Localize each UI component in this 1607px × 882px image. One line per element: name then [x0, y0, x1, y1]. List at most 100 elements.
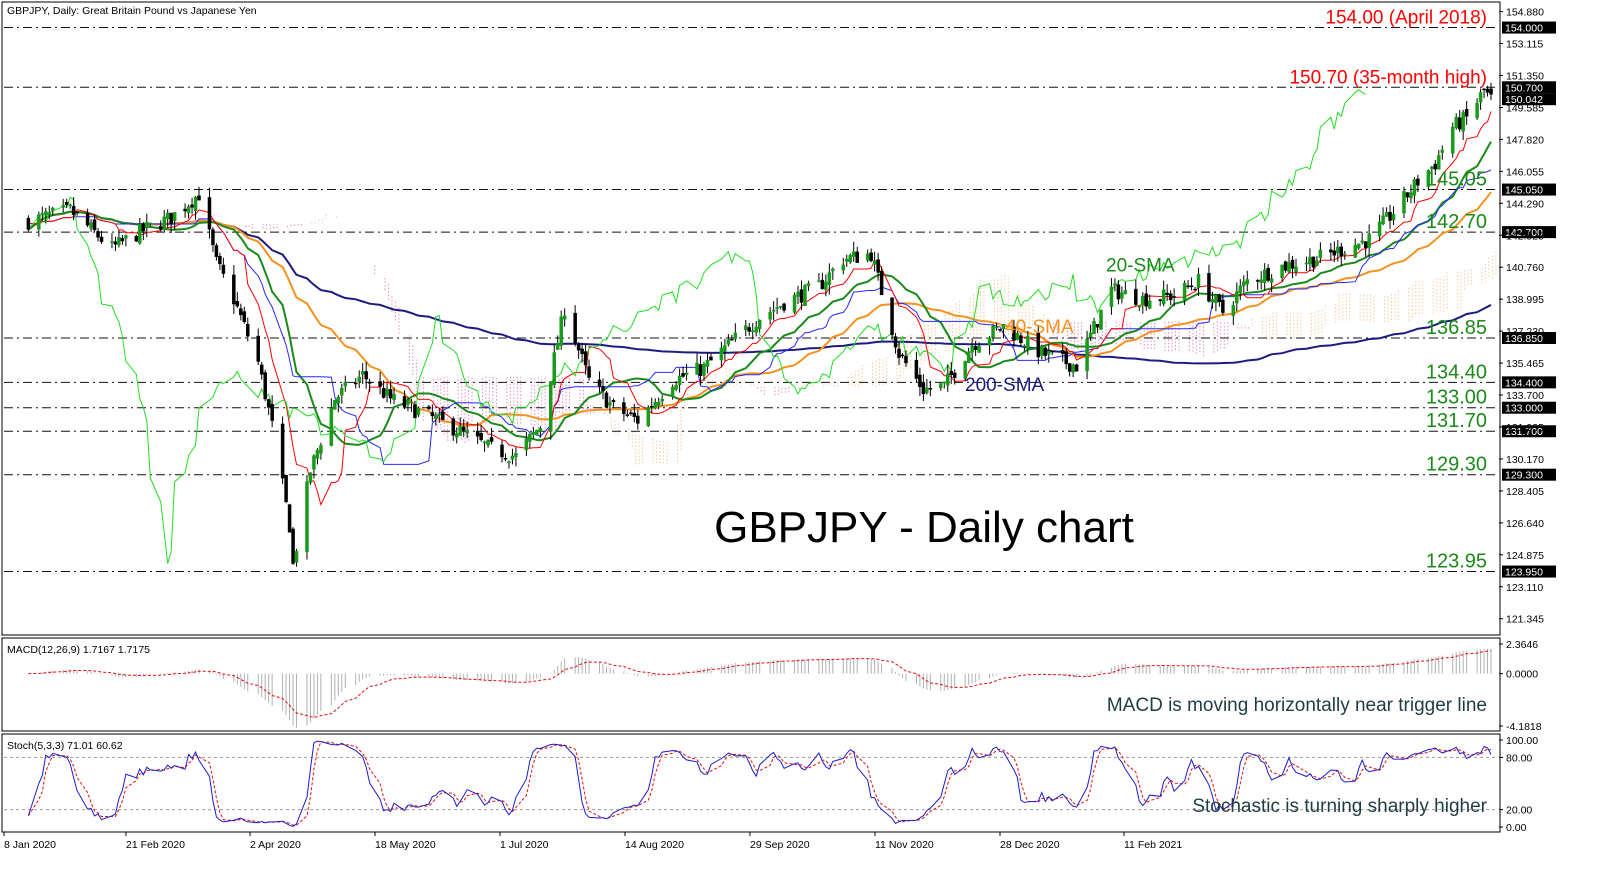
candle-body	[413, 404, 417, 419]
candle-body	[1040, 346, 1044, 356]
candle-body	[360, 371, 365, 375]
candle-body	[855, 251, 859, 263]
candle-body	[744, 325, 748, 331]
candle-body	[85, 212, 90, 226]
candle-body	[1280, 264, 1284, 278]
candle-body	[865, 253, 870, 261]
candle-body	[406, 399, 410, 405]
current-price-tag	[1502, 93, 1556, 106]
candle-body	[183, 208, 187, 212]
candle-body	[1022, 345, 1027, 348]
candle-body	[604, 392, 609, 408]
candle-body	[1071, 364, 1075, 373]
candle-body	[138, 223, 142, 244]
price-tick-label: 142.525	[1506, 230, 1544, 242]
candle-body	[1262, 269, 1267, 283]
candle-body	[1186, 285, 1190, 288]
candle-body	[946, 373, 950, 386]
ma-labels: 20-SMA 40-SMA 200-SMA	[965, 256, 1175, 396]
candle-body	[528, 433, 532, 442]
candle-body	[1193, 288, 1197, 291]
candle-body	[684, 372, 689, 375]
candle-body	[1231, 305, 1236, 316]
candle-body	[1336, 246, 1340, 254]
candle-body	[1074, 364, 1079, 372]
candle-body	[771, 309, 776, 312]
candle-body	[1381, 215, 1385, 225]
candle-body	[207, 197, 212, 230]
candle-body	[1161, 289, 1166, 305]
candle-body	[1287, 262, 1291, 273]
level-price-tag-text: 123.950	[1505, 567, 1543, 579]
candle-body	[681, 373, 685, 377]
candle-body	[1433, 163, 1438, 170]
candle-body	[970, 345, 974, 353]
tenkan-line	[28, 111, 1492, 507]
candle-body	[416, 407, 421, 416]
candle-body	[44, 211, 48, 216]
candle-body	[162, 216, 166, 230]
level-price-tag-text: 154.000	[1505, 23, 1543, 35]
candle-body	[973, 346, 978, 350]
price-tick-label: 128.405	[1506, 486, 1544, 498]
candle-body	[845, 258, 849, 262]
candle-body	[120, 238, 125, 242]
candle-body	[266, 399, 271, 408]
candle-body	[294, 550, 299, 563]
candle-body	[165, 212, 170, 220]
candle-body	[1245, 279, 1250, 285]
candle-body	[287, 504, 292, 533]
candle-body	[1450, 126, 1455, 154]
candle-body	[1356, 243, 1361, 249]
candle-body	[587, 366, 591, 378]
candle-body	[914, 359, 919, 379]
candle-body	[1377, 221, 1382, 237]
chart-watermark: GBPJPY - Daily chart	[714, 503, 1134, 552]
level-label: 136.85	[1426, 317, 1487, 339]
candle-body	[312, 455, 316, 470]
candle-body	[158, 226, 163, 230]
candle-body	[1242, 281, 1246, 287]
candle-body	[507, 461, 511, 463]
level-price-tag-text: 133.000	[1505, 403, 1543, 415]
candle-body	[709, 356, 713, 361]
candle-body	[1461, 112, 1465, 132]
candle-body	[649, 406, 654, 408]
candle-body	[733, 332, 738, 340]
candle-body	[939, 383, 943, 389]
candle-body	[653, 402, 657, 409]
time-tick-label: 1 Jul 2020	[500, 839, 549, 851]
candle-body	[489, 437, 494, 442]
level-label: 142.70	[1426, 211, 1487, 233]
candle-body	[232, 274, 236, 305]
candle-body	[1113, 283, 1117, 286]
candle-body	[263, 372, 267, 400]
candle-body	[47, 212, 52, 216]
candle-body	[441, 411, 445, 420]
candle-body	[601, 386, 605, 392]
candle-body	[1384, 211, 1389, 217]
candle-body	[1454, 116, 1458, 128]
time-tick-label: 2 Apr 2020	[250, 839, 301, 851]
macd-header: MACD(12,26,9) 1.7167 1.7175	[7, 644, 150, 656]
candle-body	[1388, 211, 1392, 221]
candle-body	[1235, 291, 1239, 304]
candle-body	[434, 415, 438, 419]
level-price-tag-text: 134.400	[1505, 377, 1543, 389]
level-price-tag	[1502, 226, 1556, 239]
candle-body	[1318, 249, 1323, 258]
candle-body	[315, 449, 320, 459]
level-labels: 154.00 (April 2018) 150.70 (35-month high…	[1289, 8, 1487, 573]
time-tick-label: 29 Sep 2020	[750, 839, 810, 851]
candle-body	[851, 251, 856, 257]
candle-body	[190, 204, 194, 208]
candle-body	[831, 268, 835, 272]
level-price-tag	[1502, 565, 1556, 578]
level-label: 145.05	[1426, 169, 1487, 191]
candle-body	[1116, 284, 1121, 300]
candle-body	[500, 444, 504, 458]
level-price-tag	[1502, 81, 1556, 94]
stoch-tick-label: 20.00	[1506, 805, 1532, 817]
candle-body	[197, 195, 201, 201]
